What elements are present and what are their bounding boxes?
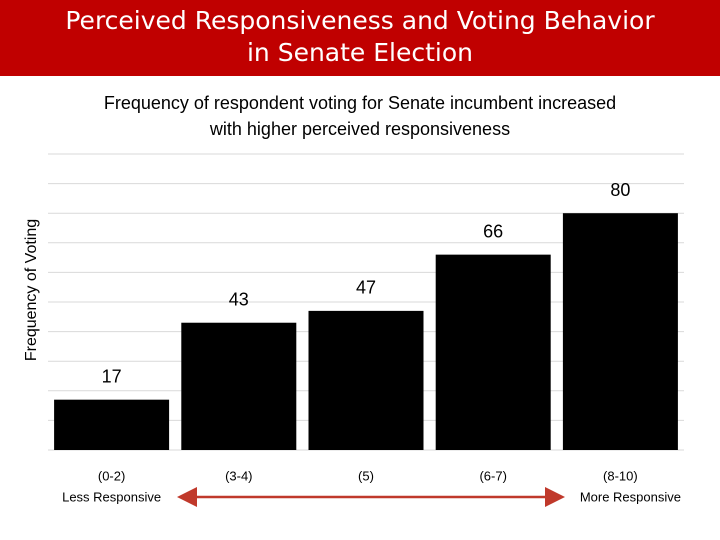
chart-title: Perceived Responsiveness and Voting Beha… bbox=[65, 6, 655, 35]
value-label: 43 bbox=[229, 289, 249, 309]
value-label: 66 bbox=[483, 221, 503, 241]
chart-subtitle: with higher perceived responsiveness bbox=[209, 119, 510, 139]
chart-subtitle: Frequency of respondent voting for Senat… bbox=[104, 93, 616, 113]
scale-label: Less Responsive bbox=[62, 489, 161, 504]
chart-title: in Senate Election bbox=[247, 38, 473, 67]
scale-label: More Responsive bbox=[580, 489, 681, 504]
bar bbox=[562, 213, 678, 450]
title-banner bbox=[0, 0, 720, 76]
value-label: 47 bbox=[356, 278, 376, 298]
bar bbox=[435, 254, 551, 450]
value-label: 80 bbox=[610, 180, 630, 200]
x-tick-label: (5) bbox=[358, 468, 374, 483]
x-tick-label: (0-2) bbox=[98, 468, 125, 483]
y-axis-label: Frequency of Voting bbox=[23, 219, 40, 361]
bar bbox=[181, 322, 297, 450]
bar bbox=[308, 310, 424, 450]
x-tick-label: (6-7) bbox=[479, 468, 506, 483]
bar bbox=[54, 399, 170, 450]
x-tick-label: (3-4) bbox=[225, 468, 252, 483]
x-tick-label: (8-10) bbox=[603, 468, 638, 483]
value-label: 17 bbox=[102, 366, 122, 386]
